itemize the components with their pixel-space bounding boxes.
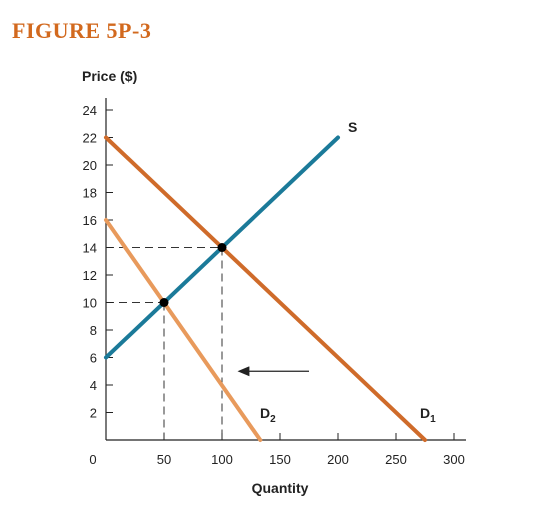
x-tick-label: 150 xyxy=(269,452,291,467)
y-tick-label: 14 xyxy=(83,241,97,256)
x-tick-label: 200 xyxy=(327,452,349,467)
x-tick-label: 50 xyxy=(157,452,171,467)
y-tick-label: 12 xyxy=(83,268,97,283)
y-tick-label: 20 xyxy=(83,158,97,173)
y-tick-label: 18 xyxy=(83,186,97,201)
x-tick-label: 100 xyxy=(211,452,233,467)
y-tick-label: 8 xyxy=(90,323,97,338)
origin-label: 0 xyxy=(89,452,96,467)
curve-label-d1: D1 xyxy=(420,405,436,425)
x-tick-label: 300 xyxy=(443,452,465,467)
demand-curve-d1 xyxy=(104,135,427,442)
curve-label-d2: D2 xyxy=(260,405,276,425)
curve-label-subscript: 1 xyxy=(430,414,436,425)
y-axis-title: Price ($) xyxy=(82,68,137,84)
y-tick-label: 16 xyxy=(83,213,97,228)
y-tick-label: 10 xyxy=(83,296,97,311)
y-tick-label: 2 xyxy=(90,406,97,421)
equilibrium-point xyxy=(159,298,169,307)
equilibrium-point xyxy=(217,243,227,252)
x-axis-title: Quantity xyxy=(252,480,309,496)
curve-label-subscript: 2 xyxy=(270,414,276,425)
figure-title: FIGURE 5P-3 xyxy=(12,18,152,43)
y-tick-label: 6 xyxy=(90,351,97,366)
curve-label-s: S xyxy=(348,119,357,135)
demand-curve-d2 xyxy=(104,218,263,442)
x-tick-label: 250 xyxy=(385,452,407,467)
y-tick-label: 4 xyxy=(90,378,97,393)
y-tick-label: 24 xyxy=(83,103,97,118)
y-tick-label: 22 xyxy=(83,131,97,146)
